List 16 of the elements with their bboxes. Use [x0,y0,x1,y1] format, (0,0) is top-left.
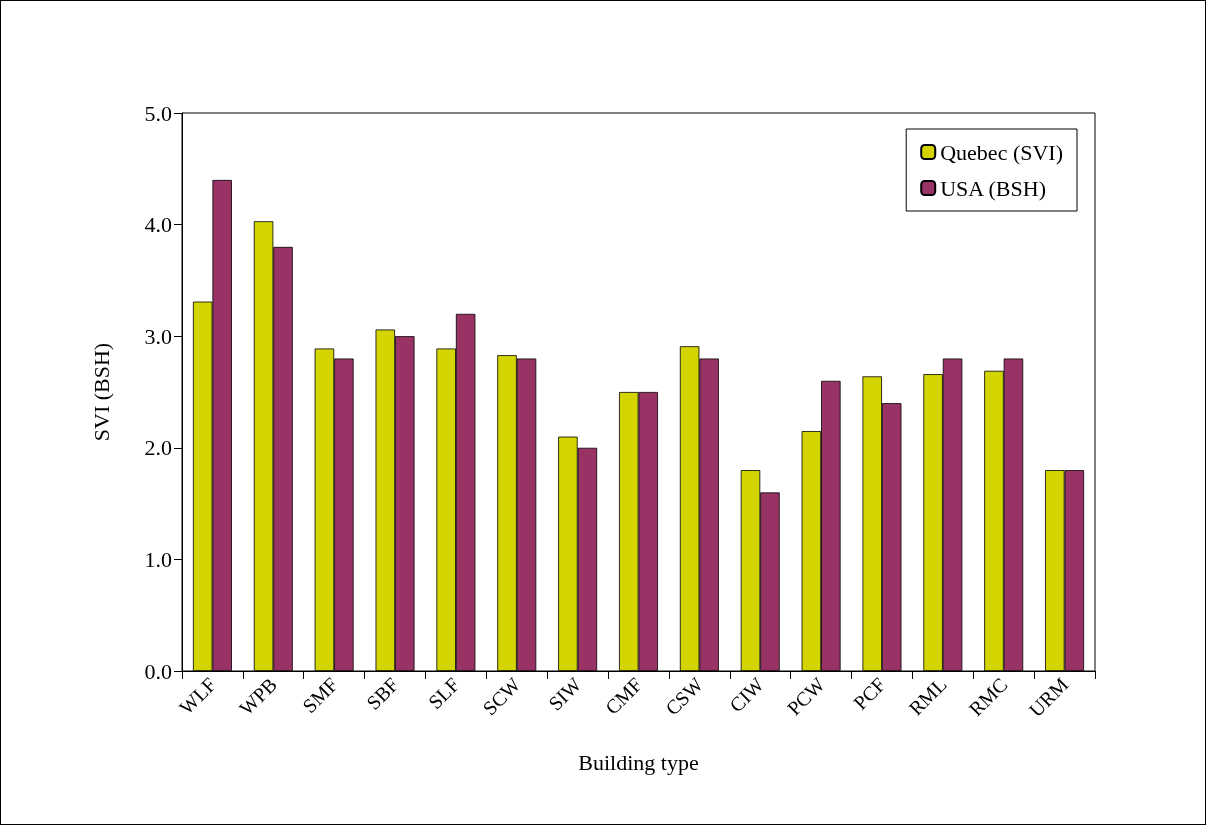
x-tick-label: PCF [849,673,890,714]
x-tick-label: WPB [234,673,282,720]
y-tick-label: 1.0 [144,546,172,572]
x-tick-label: SIW [543,673,586,715]
y-tick-label: 3.0 [144,323,172,349]
x-tick-label: SBF [362,673,403,714]
legend-label: USA (BSH) [940,175,1046,201]
y-tick-label: 5.0 [144,100,172,126]
legend-label: Quebec (SVI) [940,139,1064,165]
y-tick-label: 4.0 [144,212,172,238]
x-tick-label: CIW [724,673,769,717]
x-axis-title: Building type [578,749,699,775]
y-tick-label: 0.0 [144,658,172,684]
y-axis-title: SVI (BSH) [88,342,114,442]
x-tick-label: SLF [423,673,464,714]
y-tick-label: 2.0 [144,435,172,461]
